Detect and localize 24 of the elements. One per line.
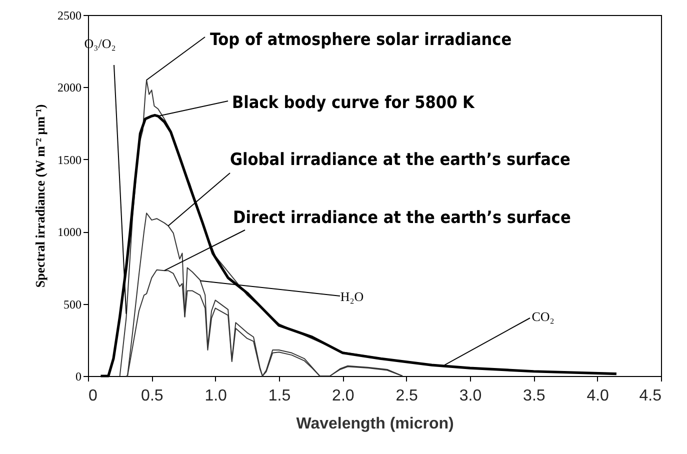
x-tick-label: 2.5 bbox=[396, 388, 418, 404]
y-tick-label: 500 bbox=[64, 297, 82, 312]
text: Top of atmosphere solar irradiance bbox=[210, 30, 512, 50]
y-tick-label: 1000 bbox=[58, 225, 82, 240]
x-tick-label: 0.5 bbox=[141, 388, 164, 404]
x-tick-label: 3.0 bbox=[459, 388, 482, 404]
annotation: CO₂ bbox=[532, 309, 554, 324]
annotation: H₂O bbox=[340, 289, 364, 304]
x-tick-label: 0 bbox=[88, 388, 98, 404]
legend-label: Black body curve for 5800 K bbox=[232, 93, 476, 113]
y-tick-label: 0 bbox=[76, 370, 82, 384]
x-axis-title: Wavelength (micron) bbox=[296, 416, 454, 432]
x-tick-label: 1.0 bbox=[204, 388, 228, 404]
y-tick-label: 1500 bbox=[58, 152, 82, 167]
text: Direct irradiance at the earth’s surface bbox=[233, 208, 571, 228]
x-tick-label: 3.5 bbox=[523, 388, 546, 404]
y-tick-label: 2000 bbox=[58, 80, 82, 95]
y-tick-label: 2500 bbox=[58, 8, 82, 22]
x-tick-label: 4.0 bbox=[586, 388, 610, 404]
x-tick-label: 2.0 bbox=[332, 388, 354, 404]
x-tick-label: 1.5 bbox=[268, 388, 291, 404]
x-tick-label: 4.5 bbox=[639, 388, 662, 404]
text: Global irradiance at the earth’s surface bbox=[230, 150, 570, 170]
y-axis-title: Spectral irradiance (W m⁻² µm⁻¹) bbox=[32, 104, 48, 288]
